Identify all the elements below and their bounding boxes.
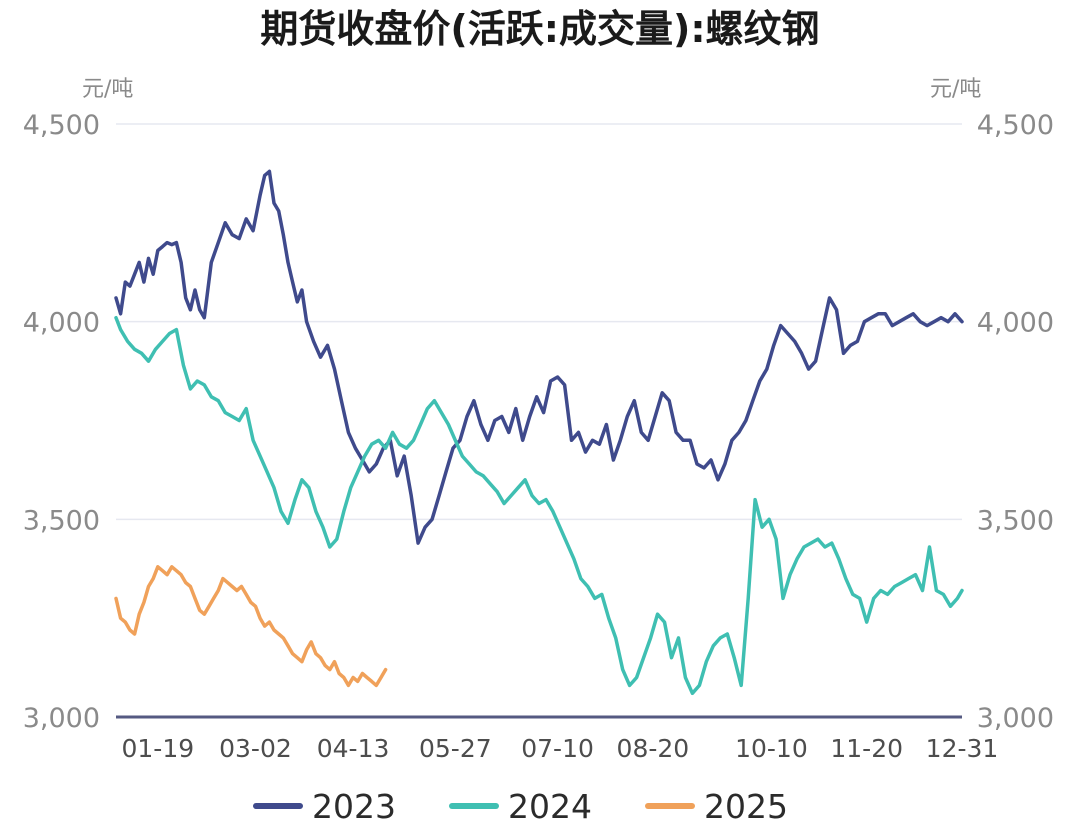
x-tick-label: 12-31: [926, 734, 999, 763]
left-axis-unit: 元/吨: [82, 77, 133, 102]
series-line-2024: [114, 315, 964, 696]
y-tick-label-left: 3,000: [23, 703, 100, 734]
x-tick-label: 01-19: [122, 734, 195, 763]
chart-title: 期货收盘价(活跃:成交量):螺纹钢: [260, 7, 819, 51]
x-tick-label: 04-13: [317, 734, 390, 763]
right-axis-unit: 元/吨: [930, 77, 981, 102]
x-tick-label: 05-27: [419, 734, 492, 763]
y-tick-label-right: 4,500: [977, 110, 1054, 141]
x-tick-label: 08-20: [617, 734, 690, 763]
legend-label: 2023: [312, 787, 396, 826]
y-tick-label-left: 4,500: [23, 110, 100, 141]
gridlines: [116, 123, 962, 521]
y-tick-label-right: 4,000: [977, 308, 1054, 339]
x-tick-label: 11-20: [830, 734, 903, 763]
x-tick-label: 10-10: [735, 734, 808, 763]
series-lines: [114, 169, 964, 696]
y-tick-label-left: 3,500: [23, 505, 100, 536]
x-tick-label: 07-10: [521, 734, 594, 763]
y-tick-label-right: 3,500: [977, 505, 1054, 536]
legend-label: 2025: [704, 787, 788, 826]
series-line-2025: [114, 565, 388, 688]
right-y-axis: 3,000 3,500 4,000 4,500: [977, 110, 1054, 734]
series-line-2023: [114, 169, 964, 545]
left-y-axis: 3,000 3,500 4,000 4,500: [23, 110, 100, 734]
x-tick-label: 03-02: [219, 734, 292, 763]
y-tick-label-right: 3,000: [977, 703, 1054, 734]
legend: 2023 2024 2025: [253, 787, 788, 826]
x-axis: 01-19 03-02 04-13 05-27 07-10 08-20 10-10 11-20…: [122, 734, 999, 763]
legend-label: 2024: [508, 787, 592, 826]
y-tick-label-left: 4,000: [23, 308, 100, 339]
